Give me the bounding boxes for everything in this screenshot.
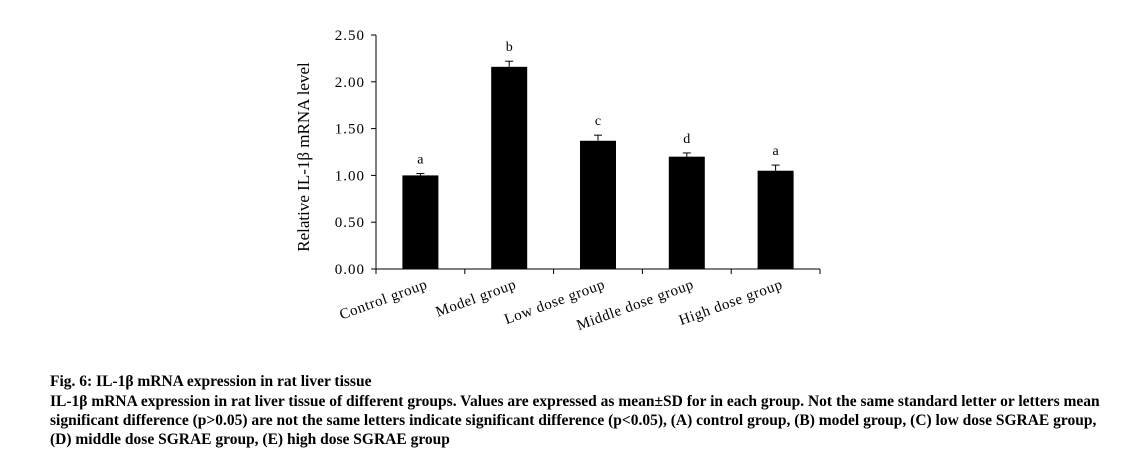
figure-title: Fig. 6: IL-1β mRNA expression in rat liv… (50, 373, 372, 390)
significance-label: b (506, 40, 513, 55)
figure-description: IL-1β mRNA expression in rat liver tissu… (50, 393, 1100, 448)
bar (757, 170, 794, 269)
significance-label: a (417, 153, 424, 168)
y-tick-label: 0.50 (335, 215, 365, 231)
bar (668, 156, 705, 269)
x-tick-label: Control group (337, 277, 429, 324)
significance-label: d (683, 132, 690, 147)
y-tick-label: 0.00 (335, 262, 365, 278)
y-tick-label: 1.50 (335, 122, 365, 138)
bar (580, 140, 616, 269)
y-tick-label: 1.00 (335, 168, 365, 184)
bar (402, 175, 439, 269)
chart-axes: 0.00 0.50 1.00 1.50 2.00 2.50 (335, 28, 821, 278)
y-tick-label: 2.50 (335, 28, 365, 44)
y-axis-label: Relative IL-1β mRNA level (294, 62, 313, 252)
significance-label: c (595, 114, 601, 129)
y-tick-label: 2.00 (335, 75, 365, 91)
bar-chart: 0.00 0.50 1.00 1.50 2.00 2.50 a Control group b… (294, 28, 821, 334)
significance-label: a (772, 144, 779, 159)
bar (491, 66, 528, 269)
